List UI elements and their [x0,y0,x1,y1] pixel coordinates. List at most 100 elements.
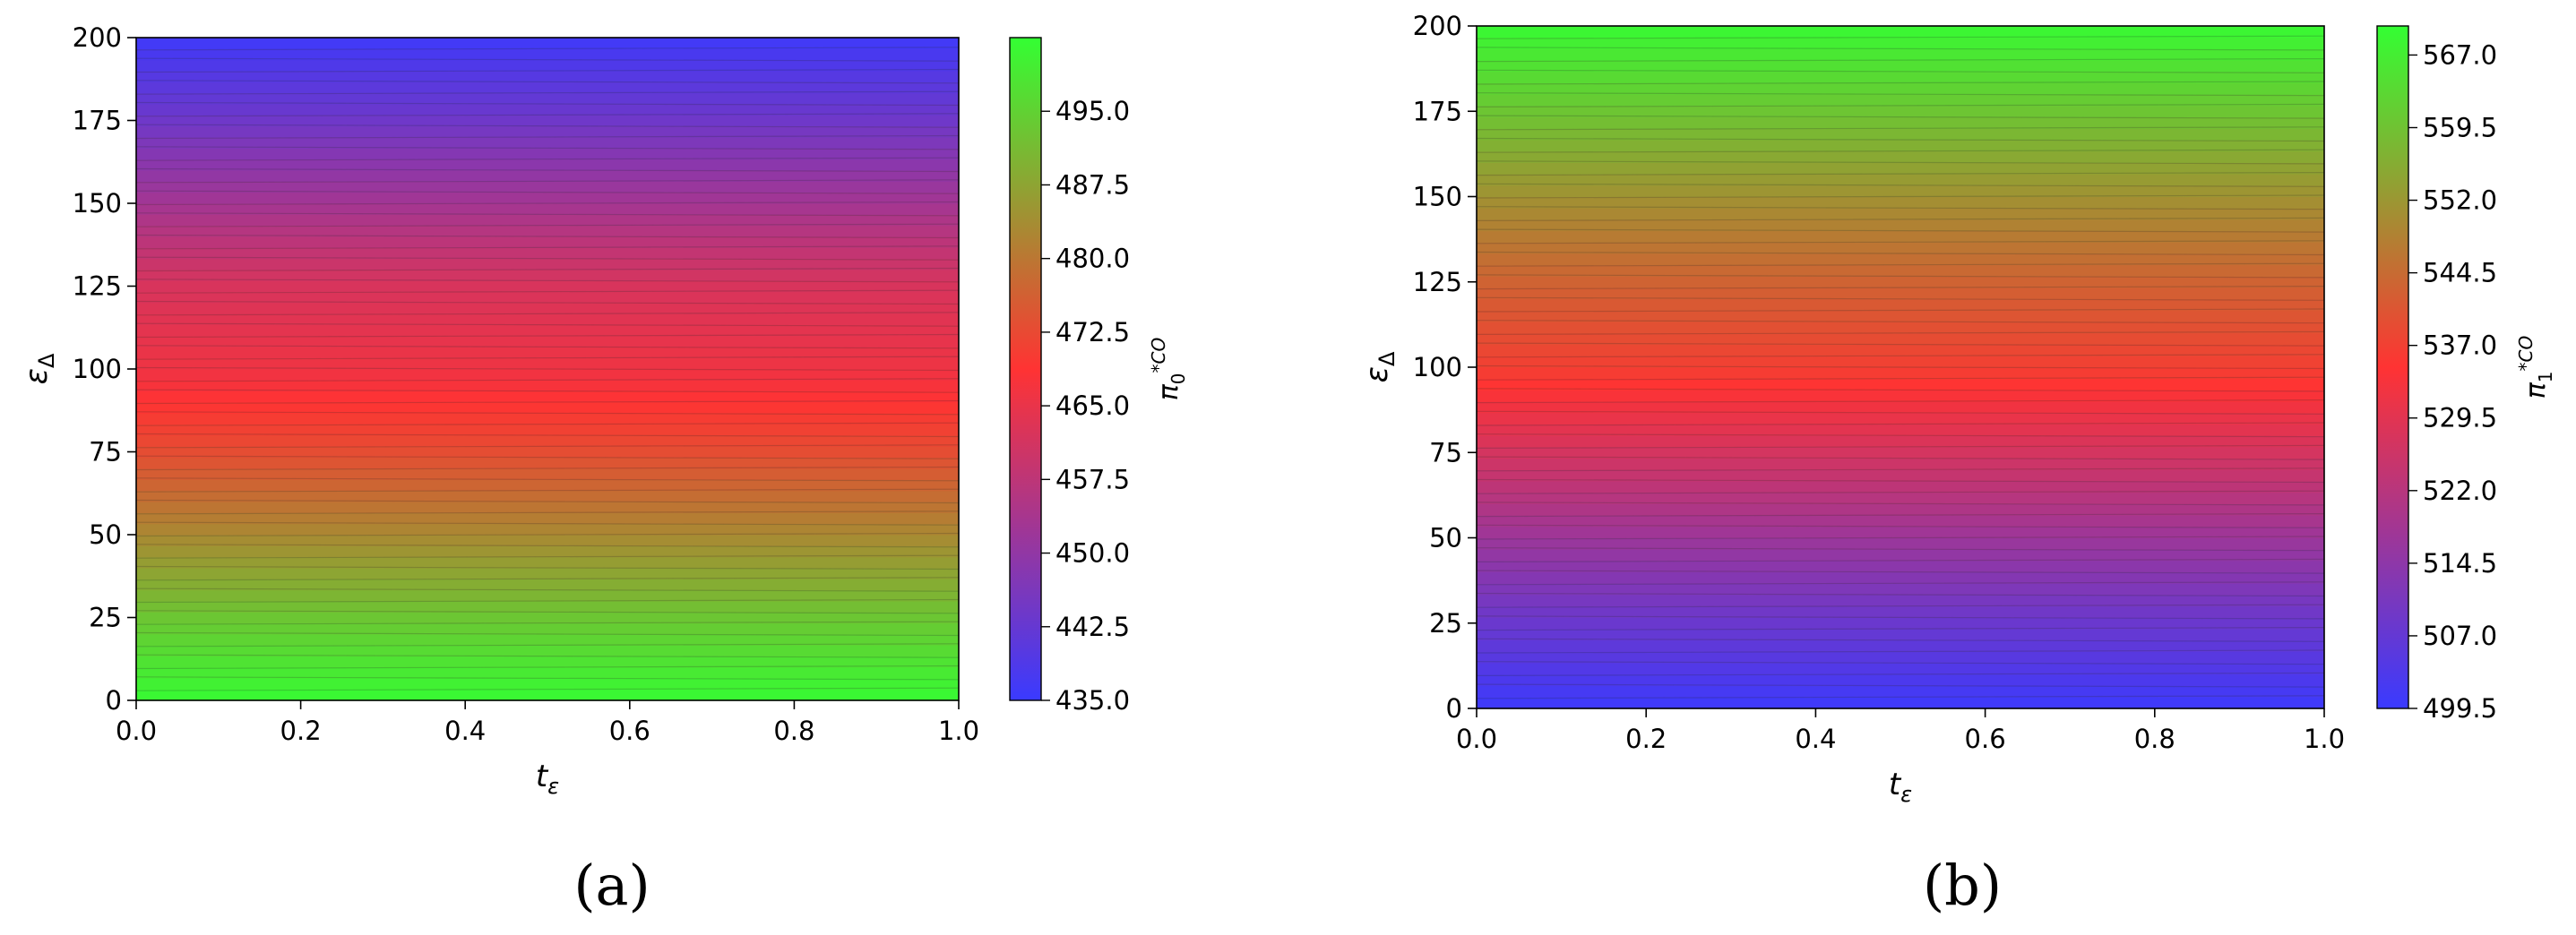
contour-band [136,137,959,149]
contour-line [1476,558,2325,563]
contour-band [1477,537,2324,550]
contour-line [135,654,960,658]
contour-band [136,656,959,668]
contour-band [136,225,959,237]
x-ticks: 0.0 0.2 0.4 0.6 0.8 1.0 [1456,708,2345,754]
contour-band [136,270,959,281]
colorbar-tick-label: 442.5 [1055,612,1130,642]
contour-band [136,92,959,105]
contour-line [135,411,960,416]
contour-band [1477,390,2324,402]
contour-band [1477,605,2324,618]
contour-band [136,203,959,215]
y-tick-label: 200 [1413,11,1462,41]
contour-line [1476,286,2325,290]
contour-line [1476,103,2325,107]
contour-line [1476,502,2325,506]
contour-line [135,621,960,625]
contour-band [1477,332,2324,346]
contour-line [1476,92,2325,97]
contour-line [1476,137,2325,142]
contour-band [136,280,959,293]
contour-line [135,190,960,194]
contour-band [1477,356,2324,368]
contour-band [136,634,959,646]
contour-line [135,101,960,107]
contour-band [1477,174,2324,186]
contour-band [136,479,959,492]
contour-line [1476,444,2325,449]
contour-line [135,212,960,217]
contour-line [135,80,960,84]
colorbar [2376,25,2409,709]
panel-label: (a) [573,853,650,918]
contour-band [1477,367,2324,380]
plot-area [1476,25,2325,709]
contour-band [1477,401,2324,414]
contour-band [1477,242,2324,254]
contour-band [136,214,959,227]
contour-band [136,468,959,480]
contour-line [135,223,960,227]
y-tick-label: 100 [1413,352,1462,382]
contour-line [135,312,960,316]
contour-line [1476,433,2325,438]
panel-a: 0.0 0.2 0.4 0.6 0.8 1.0 0 25 50 75 100 125 150 175 20… [19,22,1189,918]
contour-line [135,455,960,459]
contour-band [136,535,959,546]
contour-line [135,433,960,438]
contour-line [135,57,960,62]
contour-band [1477,116,2324,129]
colorbar-tick-label: 514.5 [2423,548,2497,579]
contour-line [135,665,960,670]
contour-band [136,446,959,459]
contour-line [1476,410,2325,415]
x-tick-label: 0.6 [609,716,650,746]
contour-line [135,47,960,51]
contour-line [1476,172,2325,176]
contour-line [1476,354,2325,358]
contour-band [136,71,959,82]
contour-band [136,336,959,347]
contour-line [1476,194,2325,199]
contour-band [136,413,959,425]
contour-line [135,322,960,327]
contour-line [135,256,960,261]
contour-line [135,444,960,449]
contour-line [135,643,960,648]
contour-line [135,544,960,548]
contour-line [135,521,960,526]
contour-band [1477,492,2324,504]
contour-line [135,389,960,393]
contour-band [136,104,959,116]
contour-line [1476,376,2325,381]
contour-band [1477,595,2324,607]
contour-line [1476,115,2325,119]
colorbar-tick-label: 465.0 [1055,390,1130,421]
contour-line [1476,47,2325,51]
contour-band [136,303,959,314]
contour-line [135,532,960,537]
contour-band [1477,549,2324,562]
colorbar-tick-label: 559.5 [2423,112,2497,142]
colorbar-label: π0*CO [1148,338,1189,401]
contour-band [1477,310,2324,322]
contour-line [135,466,960,471]
y-tick-label: 25 [89,603,122,633]
contour-band [1477,128,2324,141]
contour-line [1476,365,2325,370]
contour-line [135,201,960,206]
contour-band [136,435,959,447]
contour-line [1476,240,2325,244]
contour-line [135,610,960,614]
colorbar-tick-label: 472.5 [1055,317,1130,347]
contour-line [1476,35,2325,39]
x-tick-label: 0.2 [280,716,322,746]
contour-line [135,234,960,239]
contour-line [135,687,960,691]
contour-band [1477,230,2324,243]
contour-line [1476,570,2325,574]
contour-line [1476,604,2325,608]
contour-band [1477,287,2324,300]
x-tick-label: 1.0 [938,716,979,746]
